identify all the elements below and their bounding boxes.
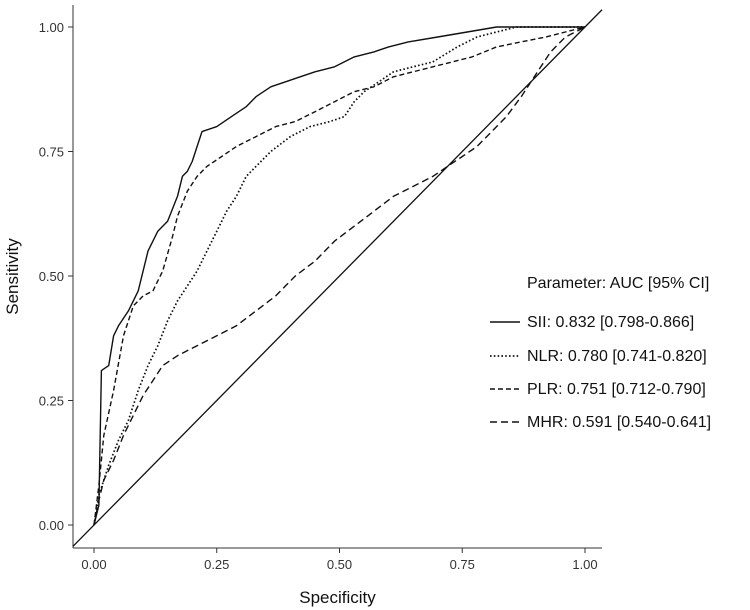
series-line-sii — [93, 26, 585, 526]
series-line-nlr — [93, 26, 585, 526]
y-axis-title: Sensitivity — [3, 238, 22, 315]
legend-title: Parameter: AUC [95% CI] — [527, 275, 709, 292]
x-tick-label: 1.00 — [572, 557, 597, 572]
y-tick-label: 0.25 — [39, 394, 64, 409]
series-lines — [93, 26, 586, 526]
x-tick-label: 0.50 — [327, 557, 352, 572]
y-tick-label: 1.00 — [39, 20, 64, 35]
x-tick-label: 0.25 — [204, 557, 229, 572]
legend-label-sii: SII: 0.832 [0.798-0.866] — [527, 314, 694, 331]
legend-items: SII: 0.832 [0.798-0.866] NLR: 0.780 [0.74… — [490, 314, 711, 431]
x-axis-title: Specificity — [299, 588, 376, 607]
legend-label-nlr: NLR: 0.780 [0.741-0.820] — [527, 348, 707, 365]
plot-panel — [72, 5, 603, 549]
reference-diagonal-line — [72, 9, 603, 547]
series-line-plr — [93, 26, 586, 526]
y-tick-label: 0.00 — [39, 518, 64, 533]
x-tick-label: 0.75 — [450, 557, 475, 572]
y-axis-ticks: 0.00 0.25 0.50 0.75 1.00 — [39, 20, 73, 533]
legend-label-mhr: MHR: 0.591 [0.540-0.641] — [527, 414, 711, 431]
legend: Parameter: AUC [95% CI] SII: 0.832 [0.79… — [490, 275, 711, 431]
x-axis-ticks: 0.00 0.25 0.50 0.75 1.00 — [81, 548, 598, 572]
series-line-mhr — [93, 26, 586, 526]
y-tick-label: 0.75 — [39, 145, 64, 160]
x-tick-label: 0.00 — [81, 557, 106, 572]
y-tick-label: 0.50 — [39, 269, 64, 284]
legend-label-plr: PLR: 0.751 [0.712-0.790] — [527, 381, 706, 398]
